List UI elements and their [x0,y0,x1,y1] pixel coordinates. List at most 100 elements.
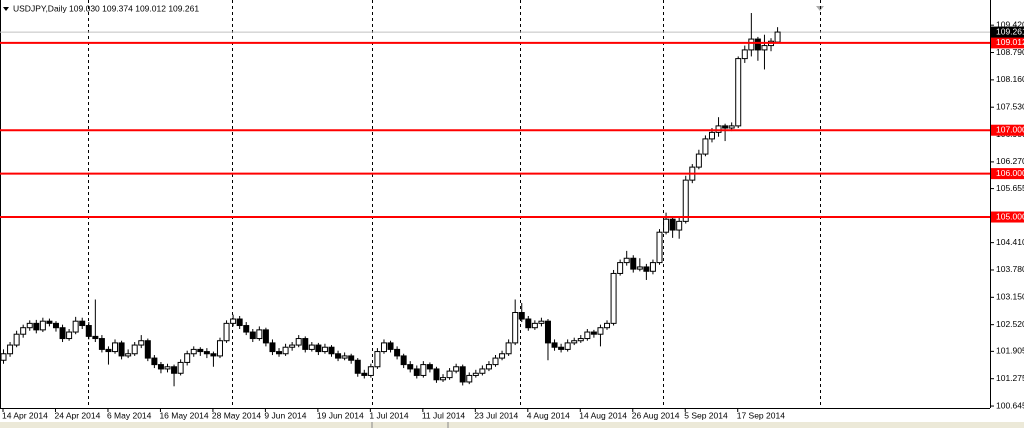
candle-body [643,266,650,272]
candle-body [98,338,105,350]
candle-body [321,346,328,353]
y-tick-label: 101.905 [996,346,1024,356]
level-label: 106.000 [996,168,1024,178]
candle-body [184,353,191,363]
candle-body [20,327,27,335]
candle-body [118,342,125,357]
candle-body [682,179,689,222]
y-tick-label: 102.520 [996,319,1024,329]
candle-body [433,368,440,381]
y-tick-label: 105.655 [996,183,1024,193]
candle-body [79,320,86,327]
candle-body [223,322,230,342]
candle-body [374,351,381,368]
candle-body [7,344,14,355]
candle-body [499,353,506,359]
level-label: 109.012 [996,37,1024,47]
x-tick-label: 4 Aug 2014 [527,410,570,420]
candle-body [26,322,33,329]
candle-body [289,344,296,348]
candle-body [72,320,79,333]
candle-body [544,320,551,344]
candle-body [407,364,414,370]
candle-body [66,331,73,340]
candle-body [348,355,355,361]
y-tick-label: 106.270 [996,156,1024,166]
candle-body [341,355,348,359]
candle-body [558,346,565,350]
chart-title: USDJPY,Daily 109.030 109.374 109.012 109… [13,3,199,13]
candle-body [171,366,178,374]
candle-body [0,353,7,361]
candle-body [85,325,92,337]
candle-body [531,322,538,329]
y-tick-label: 108.790 [996,47,1024,57]
x-tick-label: 17 Sep 2014 [737,410,785,420]
candle-body [394,348,401,357]
current-price-label: 109.261 [996,26,1024,36]
candle-body [676,220,683,231]
candle-body [256,329,263,340]
candle-body [538,320,545,324]
candle-body [125,353,132,357]
candle-body [177,361,184,374]
candle-body [367,366,374,376]
candle-body [774,31,781,43]
y-tick-label: 108.160 [996,74,1024,84]
tab-bar [0,422,1024,428]
candle-body [426,364,433,370]
candle-body [282,346,289,355]
candle-body [302,338,309,350]
candle-body [708,131,715,140]
candle-body [485,364,492,370]
candle-body [335,353,342,359]
x-tick-label: 28 May 2014 [212,410,261,420]
y-tick-label: 103.150 [996,292,1024,302]
x-tick-label: 5 Sep 2014 [684,410,728,420]
x-tick-label: 1 Jul 2014 [369,410,408,420]
candle-body [243,325,250,333]
x-tick-label: 26 Aug 2014 [632,410,680,420]
candle-body [623,257,630,264]
candle-body [446,370,453,379]
candle-body [669,218,676,231]
candle-body [472,372,479,376]
candle-body [164,366,171,370]
candle-body [695,153,702,168]
x-tick-label: 11 Jul 2014 [422,410,466,420]
candle-body [144,340,151,359]
level-label: 107.000 [996,124,1024,134]
candle-body [230,318,237,324]
candle-body [249,331,256,340]
candle-body [577,338,584,342]
candle-body [551,342,558,348]
candle-body [663,218,670,233]
candle-body [315,344,322,353]
candle-body [105,348,112,353]
candle-body [216,340,223,357]
x-tick-label: 9 Jun 2014 [264,410,306,420]
candle-body [479,368,486,374]
candle-body [308,344,315,350]
y-tick-label: 103.780 [996,264,1024,274]
x-tick-label: 16 May 2014 [159,410,208,420]
y-tick-label: 104.410 [996,237,1024,247]
candle-body [197,348,204,353]
candle-body [380,342,387,353]
candle-body [505,342,512,355]
candle-body [262,329,269,344]
candle-body [33,322,40,331]
level-label: 105.000 [996,211,1024,221]
x-tick-label: 6 May 2014 [107,410,152,420]
candle-body [459,366,466,383]
candle-body [59,327,66,340]
y-tick-label: 107.530 [996,101,1024,111]
candle-body [518,312,525,320]
candle-body [52,322,59,329]
candle-body [636,266,643,270]
y-tick-label: 109.420 [996,19,1024,29]
candle-body [728,125,735,129]
candle-body [630,257,637,270]
